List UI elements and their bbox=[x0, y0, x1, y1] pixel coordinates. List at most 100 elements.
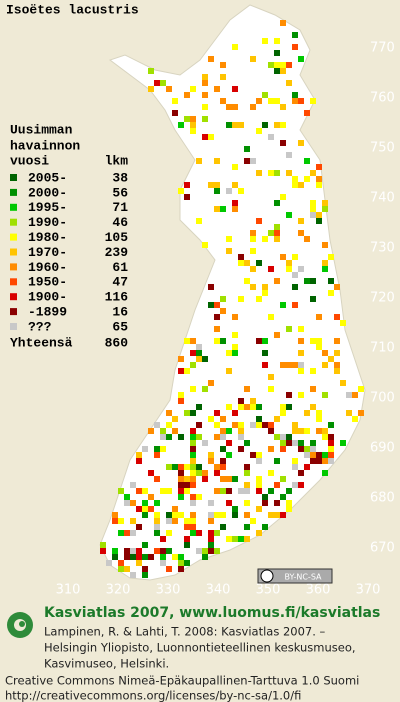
record-square bbox=[202, 74, 208, 80]
record-square bbox=[226, 476, 232, 482]
record-square bbox=[178, 488, 184, 494]
record-square bbox=[268, 446, 274, 452]
record-square bbox=[268, 230, 274, 236]
record-square bbox=[268, 470, 274, 476]
record-square bbox=[172, 110, 178, 116]
record-square bbox=[250, 452, 256, 458]
record-square bbox=[286, 506, 292, 512]
record-square bbox=[196, 470, 202, 476]
record-square bbox=[268, 134, 274, 140]
record-square bbox=[190, 128, 196, 134]
record-square bbox=[274, 50, 280, 56]
legend-count: 65 bbox=[112, 319, 128, 334]
record-square bbox=[214, 326, 220, 332]
record-square bbox=[256, 458, 262, 464]
record-square bbox=[214, 530, 220, 536]
record-square bbox=[184, 482, 190, 488]
legend-count: 116 bbox=[105, 290, 129, 305]
record-square bbox=[148, 86, 154, 92]
record-square bbox=[298, 56, 304, 62]
record-square bbox=[196, 530, 202, 536]
record-square bbox=[280, 140, 286, 146]
record-square bbox=[286, 440, 292, 446]
record-square bbox=[184, 368, 190, 374]
record-square bbox=[286, 170, 292, 176]
record-square bbox=[286, 212, 292, 218]
record-square bbox=[208, 380, 214, 386]
record-square bbox=[310, 212, 316, 218]
record-square bbox=[136, 548, 142, 554]
record-square bbox=[220, 296, 226, 302]
record-square bbox=[220, 206, 226, 212]
record-square bbox=[112, 554, 118, 560]
record-square bbox=[220, 458, 226, 464]
record-square bbox=[298, 326, 304, 332]
record-square bbox=[178, 398, 184, 404]
record-square bbox=[244, 482, 250, 488]
record-square bbox=[238, 428, 244, 434]
record-square bbox=[310, 452, 316, 458]
record-square bbox=[202, 134, 208, 140]
badge-label: BY-NC-SA bbox=[284, 573, 322, 582]
record-square bbox=[184, 524, 190, 530]
record-square bbox=[298, 446, 304, 452]
record-square bbox=[322, 470, 328, 476]
record-square bbox=[226, 488, 232, 494]
record-square bbox=[250, 236, 256, 242]
record-square bbox=[280, 104, 286, 110]
record-square bbox=[172, 464, 178, 470]
record-square bbox=[316, 182, 322, 188]
record-square bbox=[226, 350, 232, 356]
northing-label: 710 bbox=[370, 341, 395, 356]
record-square bbox=[178, 464, 184, 470]
easting-label: 350 bbox=[256, 583, 281, 598]
northing-label: 750 bbox=[370, 141, 395, 156]
record-square bbox=[142, 542, 148, 548]
record-square bbox=[244, 536, 250, 542]
record-square bbox=[268, 512, 274, 518]
record-square bbox=[166, 86, 172, 92]
citation-line: Lampinen, R. & Lahti, T. 2008: Kasviatla… bbox=[44, 625, 326, 639]
record-square bbox=[178, 434, 184, 440]
record-square bbox=[130, 554, 136, 560]
record-square bbox=[208, 302, 214, 308]
record-square bbox=[310, 200, 316, 206]
legend-swatch bbox=[10, 233, 17, 241]
record-square bbox=[202, 470, 208, 476]
record-square bbox=[298, 482, 304, 488]
record-square bbox=[124, 530, 130, 536]
record-square bbox=[274, 458, 280, 464]
record-square bbox=[112, 518, 118, 524]
record-square bbox=[232, 164, 238, 170]
record-square bbox=[274, 170, 280, 176]
record-square bbox=[190, 434, 196, 440]
record-square bbox=[202, 386, 208, 392]
record-square bbox=[256, 98, 262, 104]
record-square bbox=[226, 104, 232, 110]
record-square bbox=[268, 374, 274, 380]
record-square bbox=[304, 236, 310, 242]
record-square bbox=[328, 422, 334, 428]
record-square bbox=[286, 500, 292, 506]
record-square bbox=[244, 488, 250, 494]
record-square bbox=[196, 158, 202, 164]
record-square bbox=[280, 362, 286, 368]
record-square bbox=[202, 356, 208, 362]
record-square bbox=[238, 536, 244, 542]
record-square bbox=[262, 338, 268, 344]
record-square bbox=[202, 80, 208, 86]
record-square bbox=[226, 500, 232, 506]
record-square bbox=[298, 440, 304, 446]
record-square bbox=[166, 410, 172, 416]
easting-label: 360 bbox=[306, 583, 331, 598]
record-square bbox=[172, 416, 178, 422]
record-square bbox=[184, 182, 190, 188]
record-square bbox=[154, 500, 160, 506]
record-square bbox=[154, 452, 160, 458]
record-square bbox=[208, 284, 214, 290]
record-square bbox=[256, 416, 262, 422]
record-square bbox=[232, 200, 238, 206]
record-square bbox=[232, 512, 238, 518]
record-square bbox=[256, 218, 262, 224]
record-square bbox=[136, 506, 142, 512]
